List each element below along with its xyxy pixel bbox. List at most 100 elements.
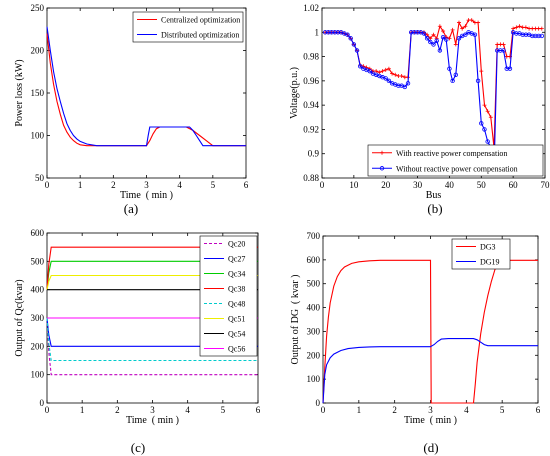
data-point-marker <box>514 25 519 30</box>
y-tick-label: 400 <box>307 303 321 313</box>
data-point-marker <box>533 33 538 39</box>
legend-label: Qc48 <box>228 300 245 309</box>
y-tick-label: 100 <box>31 131 45 141</box>
y-tick-label: 100 <box>307 374 321 384</box>
legend-label: Centralized optimization <box>161 16 240 25</box>
data-point-marker <box>485 139 490 144</box>
data-point-marker <box>539 26 544 31</box>
data-point-marker <box>469 18 474 23</box>
x-tick-label: 2 <box>392 405 397 415</box>
data-point-marker <box>530 33 535 39</box>
data-point-marker <box>354 48 360 53</box>
data-point-marker <box>421 31 427 36</box>
data-point-marker <box>447 66 452 71</box>
series-line-qc51 <box>46 274 258 290</box>
x-tick-label: 0 <box>320 180 325 190</box>
y-tick-label: 0.9 <box>308 149 320 159</box>
data-point-marker <box>380 69 385 74</box>
y-tick-label: 0.94 <box>303 100 319 110</box>
x-tick-label: 1 <box>80 405 85 415</box>
data-point-marker <box>386 66 391 71</box>
legend-box <box>132 11 244 43</box>
y-tick-label: 300 <box>31 313 45 323</box>
data-point-marker <box>472 32 478 37</box>
y-tick-label: 0 <box>40 398 45 408</box>
chart-panel-0: 0 1 2 3 4 5 6 50 100 150 200 250 Time ( min ) Power l… <box>14 3 249 216</box>
x-tick-label: 0 <box>45 180 50 190</box>
data-point-marker <box>402 84 408 90</box>
y-tick-label: 700 <box>307 231 321 241</box>
series-line-qc48 <box>46 317 258 362</box>
data-point-marker <box>437 48 443 53</box>
data-point-marker <box>475 78 481 84</box>
data-point-marker <box>434 38 439 43</box>
plot-frame <box>321 7 546 179</box>
legend-label: DG19 <box>480 258 500 267</box>
x-tick-label: 6 <box>256 405 261 415</box>
data-point-marker <box>511 26 516 31</box>
y-tick-label: 600 <box>31 228 45 238</box>
y-tick-label: 600 <box>307 255 321 265</box>
data-point-marker <box>396 83 401 88</box>
x-tick-label: 2 <box>115 405 120 415</box>
legend-label: Qc27 <box>228 255 245 264</box>
data-point-marker <box>463 24 468 29</box>
data-point-marker <box>523 32 529 37</box>
x-tick-label: 4 <box>177 180 182 190</box>
x-tick-label: 30 <box>413 180 423 190</box>
data-point-marker <box>358 64 363 69</box>
legend-marker <box>380 150 384 155</box>
y-tick-label: 200 <box>31 341 45 351</box>
x-tick-label: 10 <box>349 180 359 190</box>
x-tick-label: 70 <box>541 180 550 190</box>
y-tick-label: 500 <box>31 256 45 266</box>
data-point-marker <box>450 78 455 84</box>
legend-box <box>451 238 511 270</box>
y-tick-label: 200 <box>31 46 45 56</box>
data-point-marker <box>393 72 398 77</box>
data-point-marker <box>514 31 519 36</box>
series-line-distributed-optimization <box>46 26 246 147</box>
y-tick-label: 100 <box>31 370 45 380</box>
chart-panel-3: 0 1 2 3 4 5 6 0 100 200 300 400 500 600 700 Time ( min … <box>290 231 541 455</box>
data-point-marker <box>460 26 465 31</box>
data-point-marker <box>523 25 528 30</box>
panel-label: (c) <box>131 440 145 455</box>
data-point-marker <box>450 27 455 32</box>
data-point-marker <box>501 48 506 53</box>
data-point-marker <box>367 68 372 74</box>
data-point-marker <box>386 78 392 84</box>
data-point-marker <box>498 48 503 53</box>
x-tick-label: 5 <box>500 405 505 415</box>
data-point-marker <box>434 36 439 41</box>
data-point-marker <box>476 20 481 25</box>
y-tick-label: 1.02 <box>303 3 319 13</box>
x-tick-label: 1 <box>357 405 362 415</box>
data-point-marker <box>504 66 509 71</box>
data-point-marker <box>412 30 417 35</box>
data-point-marker <box>517 24 522 29</box>
data-point-marker <box>383 76 388 81</box>
data-point-marker <box>437 24 442 29</box>
legend-box <box>199 235 258 357</box>
y-tick-label: 300 <box>307 326 321 336</box>
legend-label: Qc34 <box>228 270 245 279</box>
data-point-marker <box>463 32 468 37</box>
x-tick-label: 4 <box>185 405 190 415</box>
data-point-marker <box>456 20 461 25</box>
series-line-without-reactive-power-compensation <box>325 31 542 172</box>
data-point-marker <box>488 115 493 120</box>
legend-marker <box>379 166 385 171</box>
data-point-marker <box>482 103 487 108</box>
data-point-marker <box>447 36 452 41</box>
data-point-marker <box>424 36 430 41</box>
y-tick-label: 50 <box>35 173 45 183</box>
data-point-marker <box>536 33 541 39</box>
data-point-marker <box>374 69 379 74</box>
data-point-marker <box>431 32 436 37</box>
legend-box <box>367 144 544 177</box>
y-tick-label: 1 <box>315 27 320 37</box>
series-line-with-reactive-power-compensation <box>325 19 542 148</box>
x-tick-label: 0 <box>321 405 326 415</box>
data-point-marker <box>441 29 446 34</box>
